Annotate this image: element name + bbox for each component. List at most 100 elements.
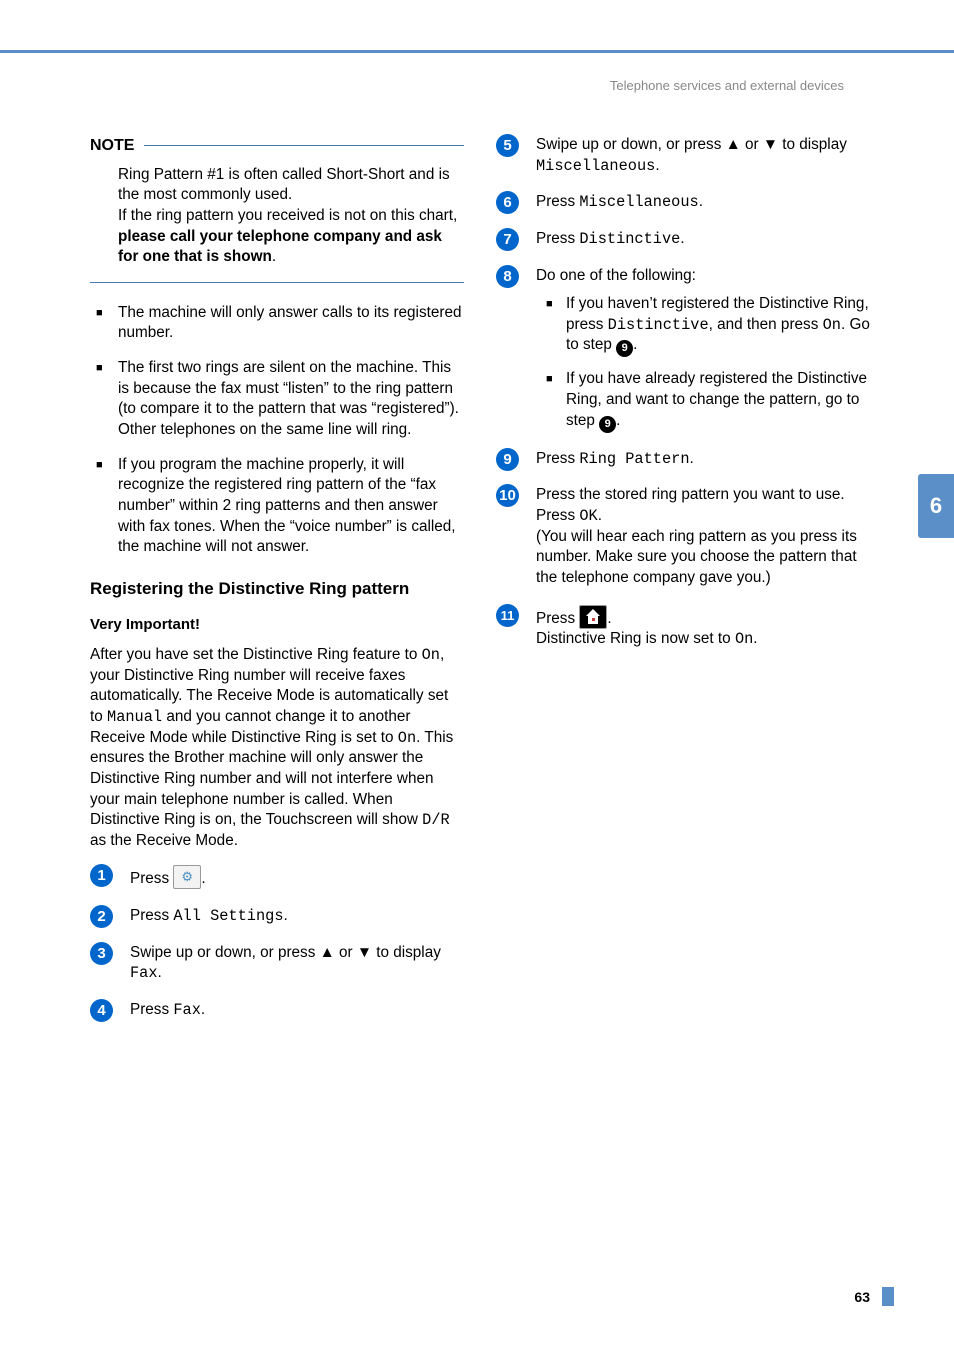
page-header: Telephone services and external devices <box>610 78 844 93</box>
section-subtitle: Very Important! <box>90 615 464 635</box>
section-title: Registering the Distinctive Ring pattern <box>90 578 464 601</box>
steps-right: 5 Swipe up or down, or press ▲ or ▼ to d… <box>496 135 870 650</box>
list-item: The machine will only answer calls to it… <box>96 303 464 344</box>
intro-code: On <box>398 729 416 747</box>
step-text: . <box>753 630 757 647</box>
page-number: 63 <box>854 1289 870 1305</box>
note-text-pre: Ring Pattern #1 is often called Short-Sh… <box>118 166 457 224</box>
step-code: Fax <box>130 964 158 982</box>
step-line: Press OK. <box>536 506 870 527</box>
intro-part: After you have set the Distinctive Ring … <box>90 646 422 663</box>
note-text-post: . <box>272 248 276 265</box>
step-item: 1 Press . <box>90 865 464 890</box>
step-text: Swipe up or down, or press ▲ or ▼ to dis… <box>130 944 441 961</box>
note-bottom-rule-icon <box>90 282 464 283</box>
step-text: Swipe up or down, or press ▲ or ▼ to dis… <box>536 136 847 153</box>
right-column: 5 Swipe up or down, or press ▲ or ▼ to d… <box>496 135 870 1037</box>
step-number-badge: 4 <box>90 999 113 1022</box>
step-text: . <box>690 450 694 467</box>
left-column: NOTE Ring Pattern #1 is often called Sho… <box>90 135 464 1037</box>
step-text: . <box>284 907 288 924</box>
step-number-badge: 9 <box>496 448 519 471</box>
section-intro: After you have set the Distinctive Ring … <box>90 645 464 851</box>
intro-code: D/R <box>422 811 450 829</box>
step-code: Distinctive <box>579 230 680 248</box>
step-line: Distinctive Ring is now set to On. <box>536 629 870 650</box>
step-item: 5 Swipe up or down, or press ▲ or ▼ to d… <box>496 135 870 176</box>
home-dot-icon <box>592 618 595 621</box>
step-text: Press <box>536 450 579 467</box>
step-code: Fax <box>173 1001 201 1019</box>
note-rule-icon <box>144 145 464 146</box>
intro-code: On <box>422 646 440 664</box>
list-item: The first two rings are silent on the ma… <box>96 358 464 441</box>
note-label: NOTE <box>90 135 134 157</box>
step-item: 8 Do one of the following: If you haven’… <box>496 266 870 433</box>
step-code: Ring Pattern <box>579 450 689 468</box>
step-code: OK <box>579 507 597 525</box>
content-columns: NOTE Ring Pattern #1 is often called Sho… <box>90 135 870 1037</box>
step-number-badge: 3 <box>90 942 113 965</box>
steps-left: 1 Press . 2 Press All Settings. 3 Swipe … <box>90 865 464 1020</box>
step-text: . <box>607 610 611 627</box>
sub-code: Distinctive <box>608 316 709 334</box>
step-text: Press <box>536 507 579 524</box>
list-item: If you haven’t registered the Distinctiv… <box>546 294 870 357</box>
home-icon <box>579 605 607 629</box>
step-text: . <box>699 193 703 210</box>
step-text: Press <box>536 230 579 247</box>
step-code: On <box>735 630 753 648</box>
step-number-badge: 1 <box>90 864 113 887</box>
step-text: Press <box>536 193 579 210</box>
settings-icon <box>173 865 201 889</box>
step-code: Miscellaneous <box>579 193 698 211</box>
step-line: Press the stored ring pattern you want t… <box>536 485 870 506</box>
step-item: 9 Press Ring Pattern. <box>496 449 870 470</box>
step-number-badge: 10 <box>496 484 519 507</box>
sub-text: , and then press <box>709 316 823 333</box>
sub-code: On <box>823 316 841 334</box>
step-text: Press <box>130 870 173 887</box>
step-number-badge: 7 <box>496 228 519 251</box>
info-bullet-list: The machine will only answer calls to it… <box>90 303 464 558</box>
step-text: Distinctive Ring is now set to <box>536 630 735 647</box>
sub-text: . <box>633 336 637 353</box>
step-item: 4 Press Fax. <box>90 1000 464 1021</box>
step-text: . <box>680 230 684 247</box>
list-item: If you program the machine properly, it … <box>96 455 464 558</box>
step-item: 6 Press Miscellaneous. <box>496 192 870 213</box>
page-number-bar-icon <box>882 1287 894 1306</box>
step-item: 10 Press the stored ring pattern you wan… <box>496 485 870 588</box>
step-number-badge: 11 <box>496 604 519 627</box>
step-line: Press . <box>536 605 870 630</box>
step-text: . <box>655 157 659 174</box>
step-item: 2 Press All Settings. <box>90 906 464 927</box>
intro-part: as the Receive Mode. <box>90 832 238 849</box>
intro-code: Manual <box>107 708 162 726</box>
top-rule <box>0 50 954 53</box>
step-ref-badge: 9 <box>616 340 633 357</box>
step-ref-badge: 9 <box>599 416 616 433</box>
step-number-badge: 8 <box>496 265 519 288</box>
step-item: 7 Press Distinctive. <box>496 229 870 250</box>
step-text: . <box>201 870 205 887</box>
step-text: Press <box>130 1001 173 1018</box>
step-number-badge: 2 <box>90 905 113 928</box>
step-text: Press <box>130 907 173 924</box>
step-code: Miscellaneous <box>536 157 655 175</box>
note-text-bold: please call your telephone company and a… <box>118 228 442 266</box>
step-text: Do one of the following: <box>536 267 696 284</box>
step-item: 3 Swipe up or down, or press ▲ or ▼ to d… <box>90 943 464 984</box>
step-number-badge: 5 <box>496 134 519 157</box>
note-heading-row: NOTE <box>90 135 464 157</box>
step-code: All Settings <box>173 907 283 925</box>
list-item: If you have already registered the Disti… <box>546 369 870 432</box>
sub-text: . <box>616 412 620 429</box>
step-number-badge: 6 <box>496 191 519 214</box>
chapter-tab: 6 <box>918 474 954 538</box>
note-body: Ring Pattern #1 is often called Short-Sh… <box>90 165 464 268</box>
step-line: (You will hear each ring pattern as you … <box>536 527 870 589</box>
step-text: . <box>201 1001 205 1018</box>
step-sublist: If you haven’t registered the Distinctiv… <box>536 294 870 433</box>
step-item: 11 Press . Distinctive Ring is now set t… <box>496 605 870 650</box>
